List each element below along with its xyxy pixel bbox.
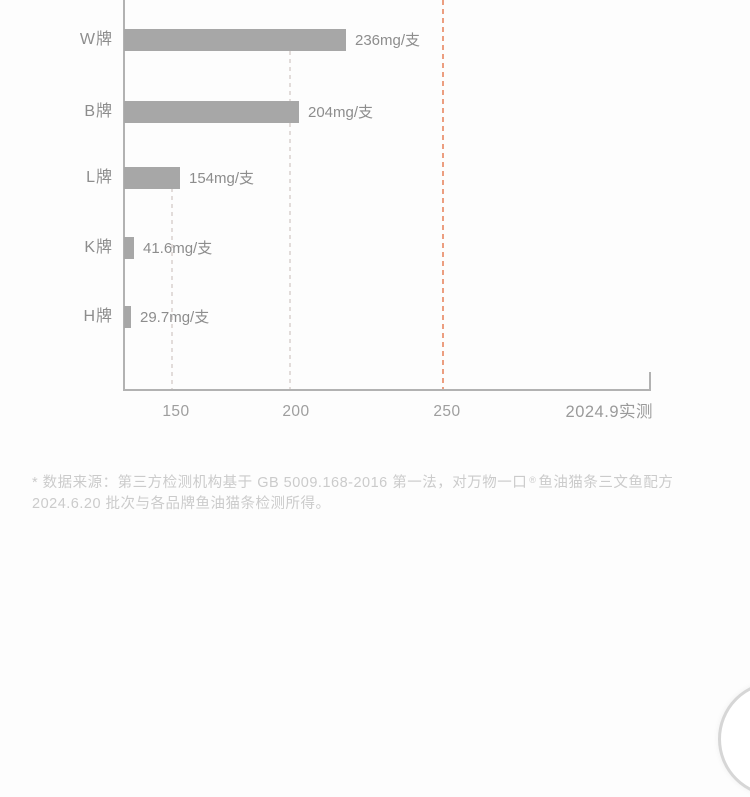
value-label: 154mg/支 bbox=[189, 170, 255, 187]
x-tick-150: 150 bbox=[162, 403, 190, 420]
gridline-150 bbox=[171, 188, 173, 389]
category-label: K牌 bbox=[84, 239, 113, 256]
value-label: 29.7mg/支 bbox=[140, 309, 210, 326]
bar bbox=[124, 167, 180, 189]
y-axis-line bbox=[123, 0, 125, 390]
x-tick-250: 250 bbox=[433, 403, 461, 420]
data-source-footnote: * 数据来源：第三方检测机构基于 GB 5009.168-2016 第一法，对万… bbox=[32, 470, 704, 516]
bar-row: K牌 41.6mg/支 bbox=[0, 237, 750, 259]
x-tick-200: 200 bbox=[282, 403, 310, 420]
bar bbox=[124, 306, 131, 328]
bar-row: L牌 154mg/支 bbox=[0, 167, 750, 189]
bar-row: B牌 204mg/支 bbox=[0, 101, 750, 123]
x-axis-end-stub bbox=[649, 372, 651, 390]
gridline-200 bbox=[289, 51, 291, 389]
bar bbox=[124, 237, 134, 259]
category-label: L牌 bbox=[86, 169, 113, 186]
footnote-line1-pre: * 数据来源：第三方检测机构基于 GB 5009.168-2016 第一法，对万… bbox=[32, 474, 528, 491]
value-label: 41.6mg/支 bbox=[143, 240, 213, 257]
category-label: B牌 bbox=[84, 103, 113, 120]
fish-oil-content-bar-chart: W牌 236mg/支 B牌 204mg/支 L牌 154mg/支 K牌 41.6… bbox=[0, 0, 750, 421]
bar-row: H牌 29.7mg/支 bbox=[0, 306, 750, 328]
value-label: 236mg/支 bbox=[355, 32, 421, 49]
rounded-card-edge bbox=[718, 681, 750, 797]
x-axis-line bbox=[123, 389, 651, 391]
measurement-date-note: 2024.9实测 bbox=[565, 403, 653, 421]
reference-line-250 bbox=[442, 0, 444, 389]
category-label: H牌 bbox=[83, 308, 113, 325]
footnote-line1-post: 鱼油猫条三文鱼配方 bbox=[538, 474, 674, 491]
bar-row: W牌 236mg/支 bbox=[0, 29, 750, 51]
bar bbox=[124, 29, 346, 51]
value-label: 204mg/支 bbox=[308, 104, 374, 121]
category-label: W牌 bbox=[79, 31, 113, 48]
registered-trademark-symbol: ® bbox=[529, 474, 537, 485]
bar bbox=[124, 101, 299, 123]
footnote-line2: 2024.6.20 批次与各品牌鱼油猫条检测所得。 bbox=[32, 496, 331, 512]
